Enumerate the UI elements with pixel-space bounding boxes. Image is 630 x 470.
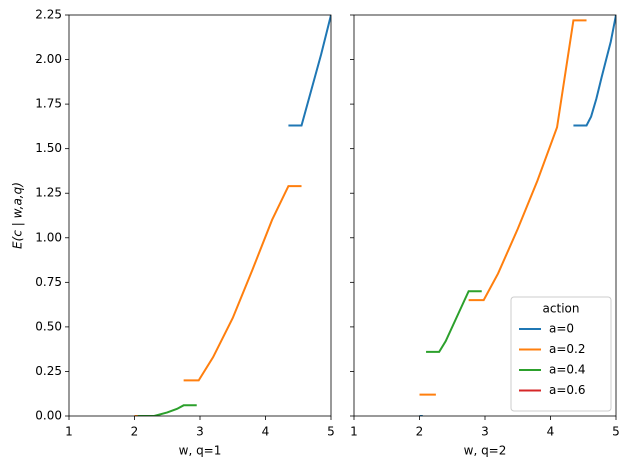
x-tick-label: 3 — [481, 425, 489, 439]
y-tick-label: 0.75 — [35, 275, 62, 289]
legend-label: a=0 — [549, 322, 574, 336]
series-line — [134, 185, 302, 416]
x-tick-label: 5 — [612, 425, 620, 439]
y-tick-label: 2.25 — [35, 8, 62, 22]
y-tick-label: 0.50 — [35, 319, 62, 333]
y-tick-label: 0.00 — [35, 409, 62, 423]
x-axis-label: w, q=2 — [464, 444, 507, 458]
x-tick-label: 2 — [131, 425, 139, 439]
y-tick-label: 0.25 — [35, 364, 62, 378]
x-axis-label: w, q=1 — [179, 444, 222, 458]
axes-frame — [353, 14, 617, 417]
legend-label: a=0.6 — [549, 383, 586, 397]
x-tick-label: 5 — [327, 425, 335, 439]
legend: action a=0 a=0.2 a=0.4 a=0.6 — [510, 296, 612, 412]
legend-label: a=0.4 — [549, 363, 586, 377]
x-tick-label: 1 — [65, 425, 73, 439]
x-tick-label: 1 — [350, 425, 358, 439]
legend-box — [510, 296, 612, 412]
x-tick-label: 3 — [196, 425, 204, 439]
series-line — [426, 290, 482, 353]
series-line — [419, 19, 587, 396]
series-line — [288, 15, 331, 127]
series-line — [137, 404, 197, 416]
y-tick-label: 2.00 — [35, 52, 62, 66]
x-tick-label: 4 — [262, 425, 270, 439]
y-tick-label: 1.50 — [35, 141, 62, 155]
y-tick-label: 1.75 — [35, 97, 62, 111]
x-tick-label: 2 — [416, 425, 424, 439]
legend-title: action — [543, 302, 580, 316]
x-tick-label: 4 — [547, 425, 555, 439]
y-tick-label: 1.25 — [35, 186, 62, 200]
subplot: 1 2 3 4 5 0.00 0.25 0.50 0.75 1.00 1.25 1.50 1.75 2.0… — [11, 8, 335, 458]
y-tick-label: 1.00 — [35, 230, 62, 244]
legend-label: a=0.2 — [549, 342, 586, 356]
series-line — [419, 15, 616, 416]
subplot: 1 2 3 4 5 w, q=2 action a=0 a=0.2 a=0.4 a=0.6 — [350, 14, 620, 458]
axes-frame — [68, 14, 332, 417]
y-axis-label: E(c | w,a,q) — [11, 182, 25, 249]
